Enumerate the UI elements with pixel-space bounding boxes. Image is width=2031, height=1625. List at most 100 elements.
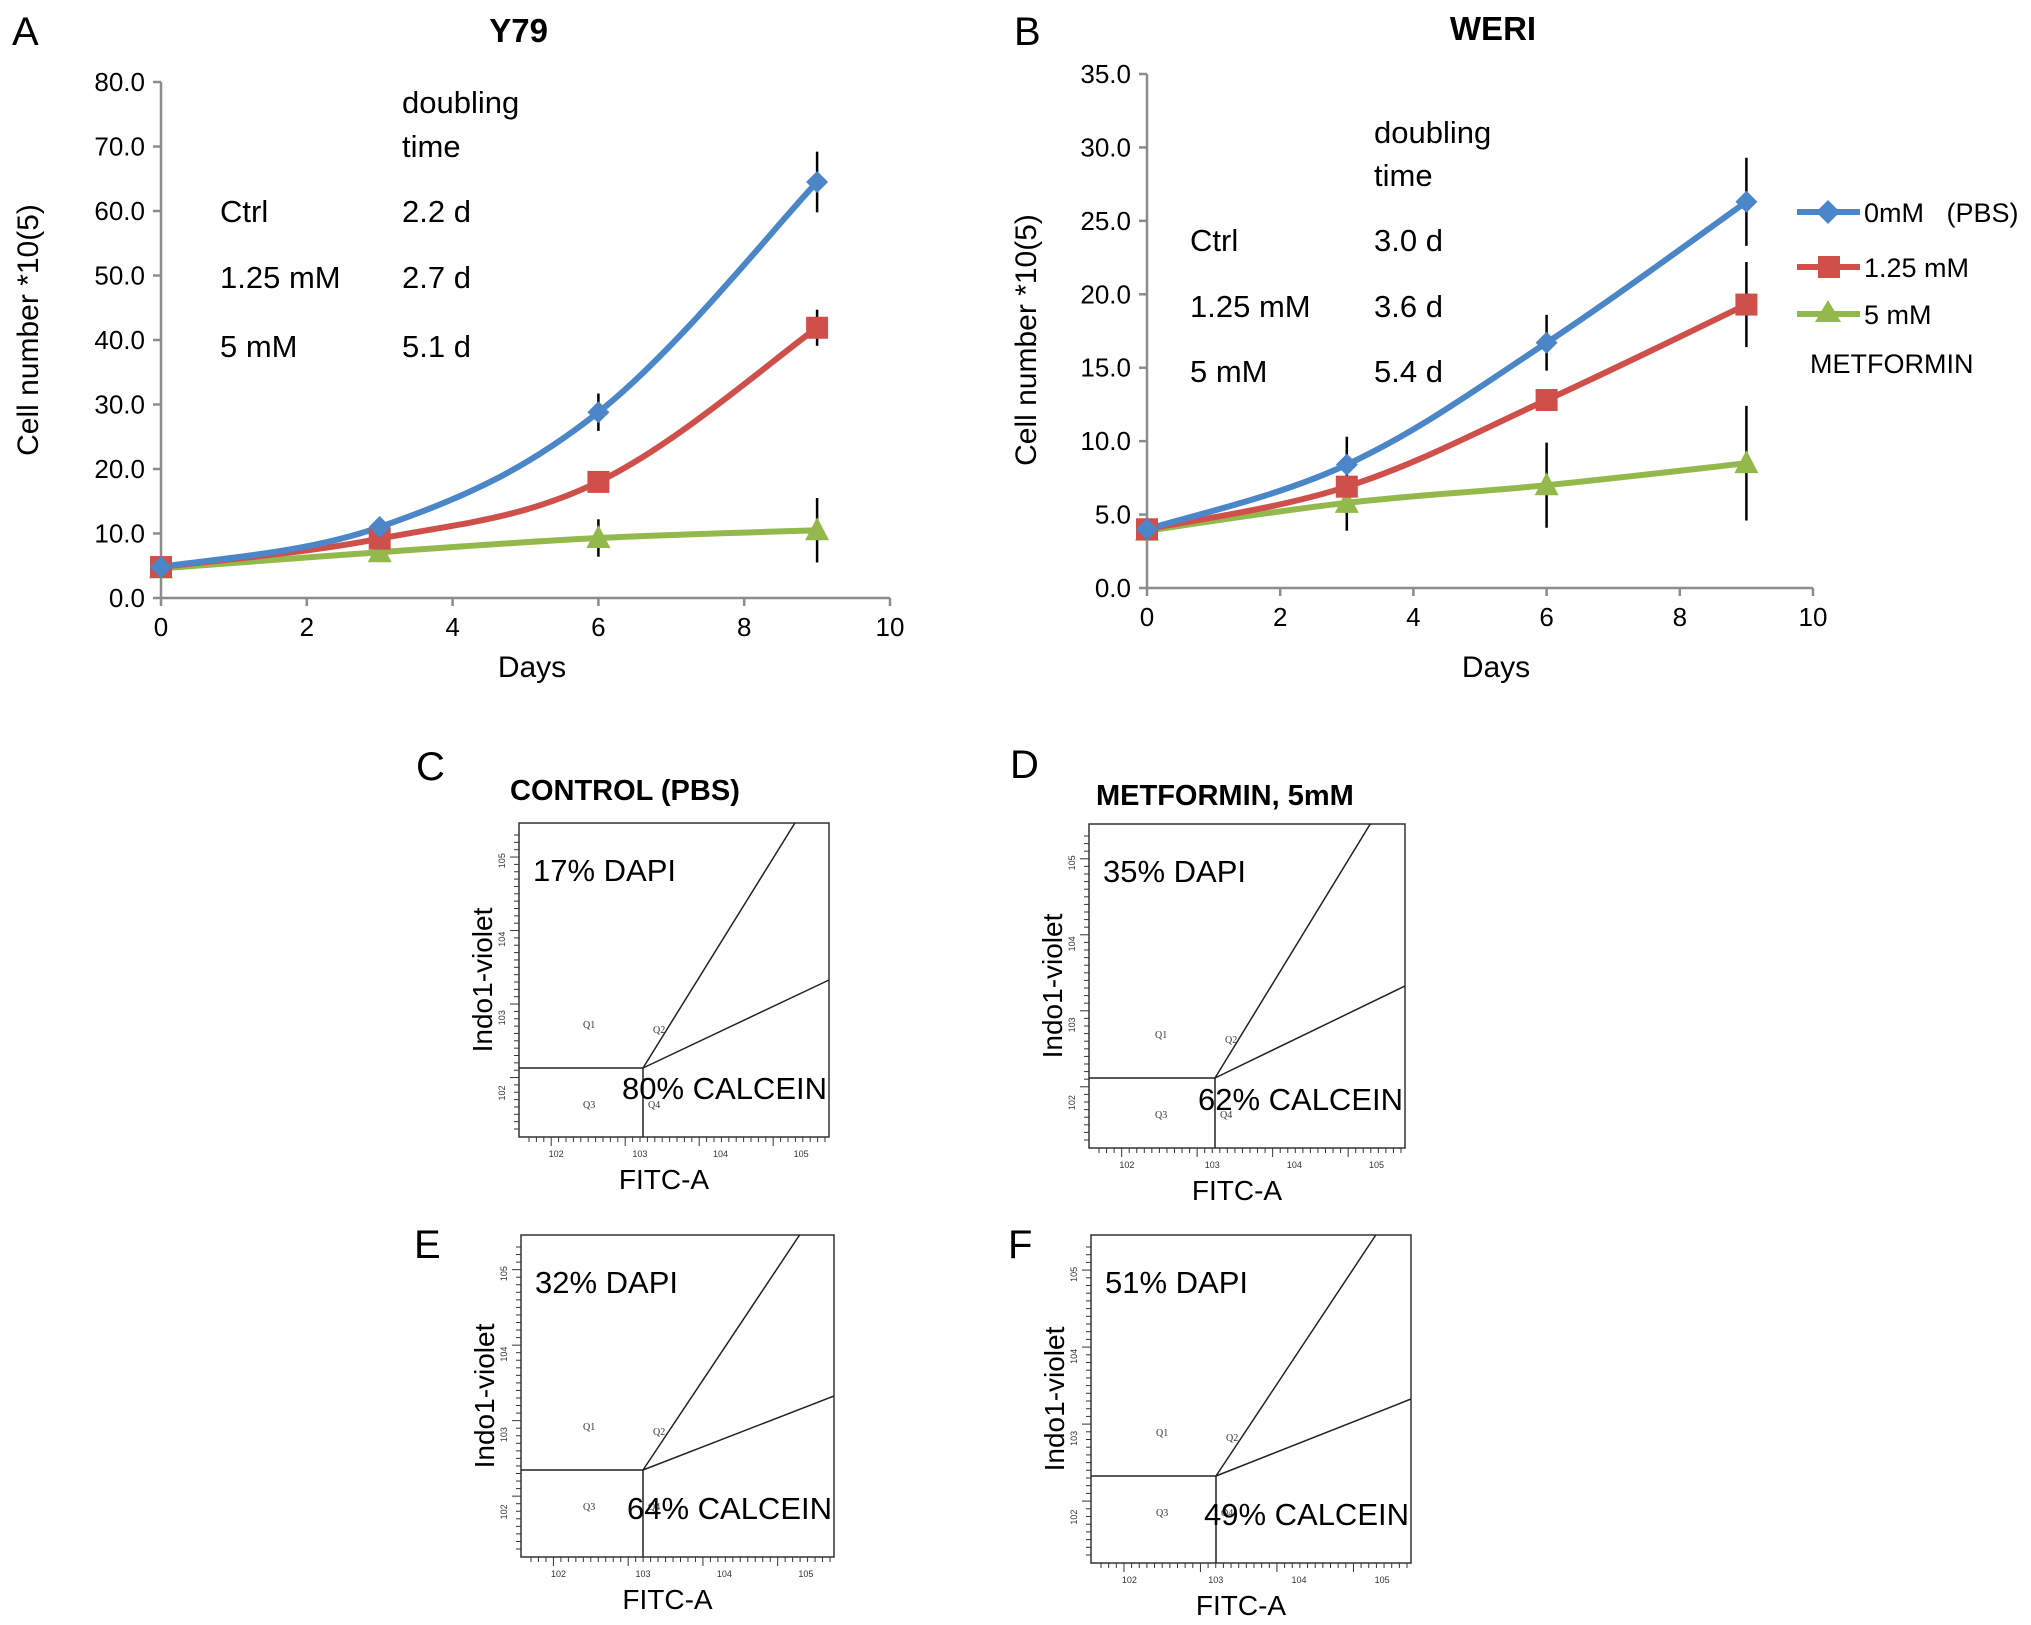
event-dot [694,0,696,2]
event-dot [691,0,693,2]
event-dot [737,0,739,2]
event-dot [1184,0,1186,2]
event-dot [704,0,706,2]
event-dot [711,0,713,2]
event-dot [1223,0,1225,2]
event-dot [745,0,747,2]
event-dot [659,0,661,2]
data-point-diamond [150,556,172,579]
event-dot [686,0,688,2]
event-dot [1194,0,1196,2]
event-dot [720,0,722,2]
event-dot [672,0,674,2]
event-dot [682,0,684,2]
event-dot [711,0,713,2]
event-dot [1352,0,1354,2]
event-dot [740,0,742,2]
event-dot [708,0,710,2]
event-dot [1146,0,1148,2]
event-dot [1231,0,1233,2]
event-dot [1225,0,1227,2]
event-dot [1207,0,1209,2]
event-dot [605,0,607,2]
event-dot [693,0,695,2]
event-dot [796,0,798,2]
event-dot [714,0,716,2]
event-dot [621,0,623,2]
event-dot [814,0,816,2]
event-dot [1173,0,1175,2]
event-dot [728,0,730,2]
event-dot [685,0,687,2]
event-dot [717,0,719,2]
event-dot [608,0,610,2]
event-dot [691,0,693,2]
event-dot [1198,0,1200,2]
event-dot [711,0,713,2]
event-dot [669,0,671,2]
event-dot [1157,0,1159,2]
event-dot [734,0,736,2]
event-dot [636,0,638,2]
event-dot [734,0,736,2]
event-dot [774,0,776,2]
event-dot [1193,0,1195,2]
event-dot [555,0,557,2]
event-dot [1232,0,1234,2]
event-dot [775,0,777,2]
event-dot [715,0,717,2]
event-dot [732,0,734,2]
event-dot [748,0,750,2]
event-dot [715,0,717,2]
event-dot [760,0,762,2]
event-dot [554,0,556,2]
event-dot [1257,0,1259,2]
event-dot [696,0,698,2]
event-dot [732,0,734,2]
event-dot [739,0,741,2]
y-tick-label: 102 [497,1086,507,1101]
event-dot [766,0,768,2]
event-dot [738,0,740,2]
event-dot [1180,0,1182,2]
event-dot [1123,0,1125,2]
event-dot [715,0,717,2]
event-dot [705,0,707,2]
event-dot [696,0,698,2]
event-dot [1232,0,1234,2]
event-dot [1246,0,1248,2]
event-dot [712,0,714,2]
event-dot [762,0,764,2]
event-dot [1109,0,1111,2]
event-dot [790,0,792,2]
event-dot [1249,0,1251,2]
event-dot [757,0,759,2]
event-dot [726,0,728,2]
event-dot [1172,0,1174,2]
event-dot [1145,0,1147,2]
event-dot [758,0,760,2]
event-dot [725,0,727,2]
event-dot [722,0,724,2]
event-dot [709,0,711,2]
event-dot [727,0,729,2]
event-dot [776,0,778,2]
event-dot [705,0,707,2]
event-dot [730,0,732,2]
event-dot [695,0,697,2]
event-dot [757,0,759,2]
event-dot [747,0,749,2]
event-dot [1160,0,1162,2]
event-dot [665,0,667,2]
event-dot [643,0,645,2]
event-dot [1259,0,1261,2]
event-dot [1185,0,1187,2]
event-dot [710,0,712,2]
event-dot [747,0,749,2]
event-dot [684,0,686,2]
event-dot [1120,0,1122,2]
event-dot [679,0,681,2]
event-dot [702,0,704,2]
event-dot [765,0,767,2]
event-dot [699,0,701,2]
